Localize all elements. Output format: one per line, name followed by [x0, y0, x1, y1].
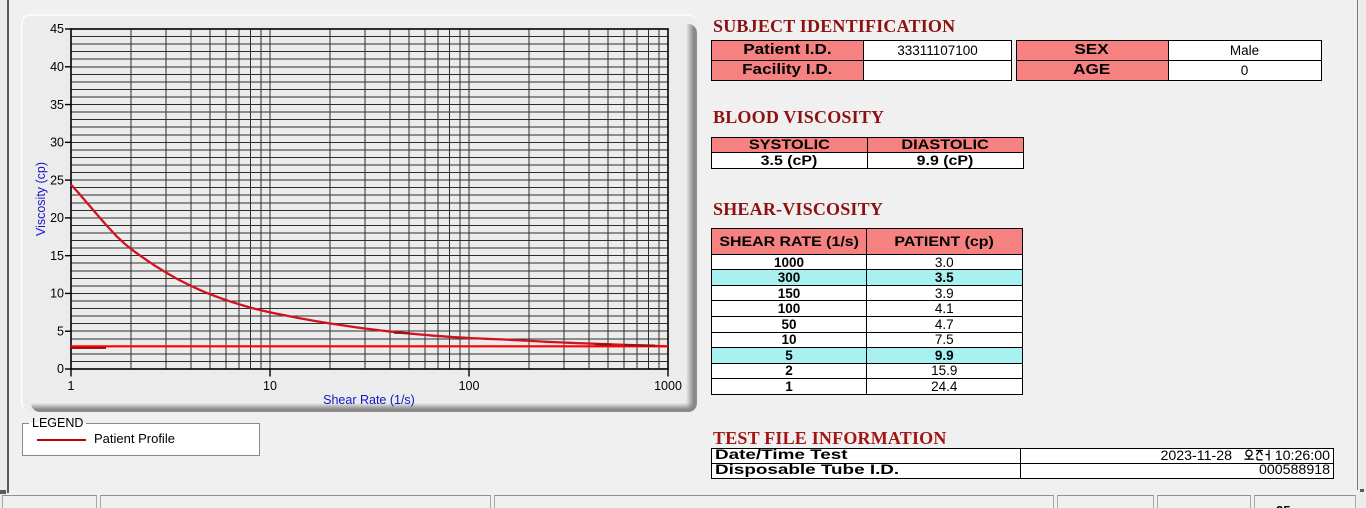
svg-text:1000: 1000 [654, 379, 682, 393]
svg-text:40: 40 [50, 60, 64, 74]
svg-text:0: 0 [57, 362, 64, 376]
svg-text:15: 15 [50, 249, 64, 263]
svg-text:Shear Rate (1/s): Shear Rate (1/s) [323, 393, 415, 407]
svg-text:30: 30 [50, 136, 64, 150]
svg-text:10: 10 [50, 287, 64, 301]
svg-text:10: 10 [263, 379, 277, 393]
svg-text:Viscosity (cp): Viscosity (cp) [34, 162, 48, 236]
svg-text:20: 20 [50, 211, 64, 225]
svg-text:5: 5 [57, 324, 64, 338]
svg-text:45: 45 [50, 22, 64, 36]
svg-text:25: 25 [50, 173, 64, 187]
svg-text:35: 35 [50, 98, 64, 112]
svg-text:1: 1 [68, 379, 75, 393]
svg-text:100: 100 [459, 379, 480, 393]
